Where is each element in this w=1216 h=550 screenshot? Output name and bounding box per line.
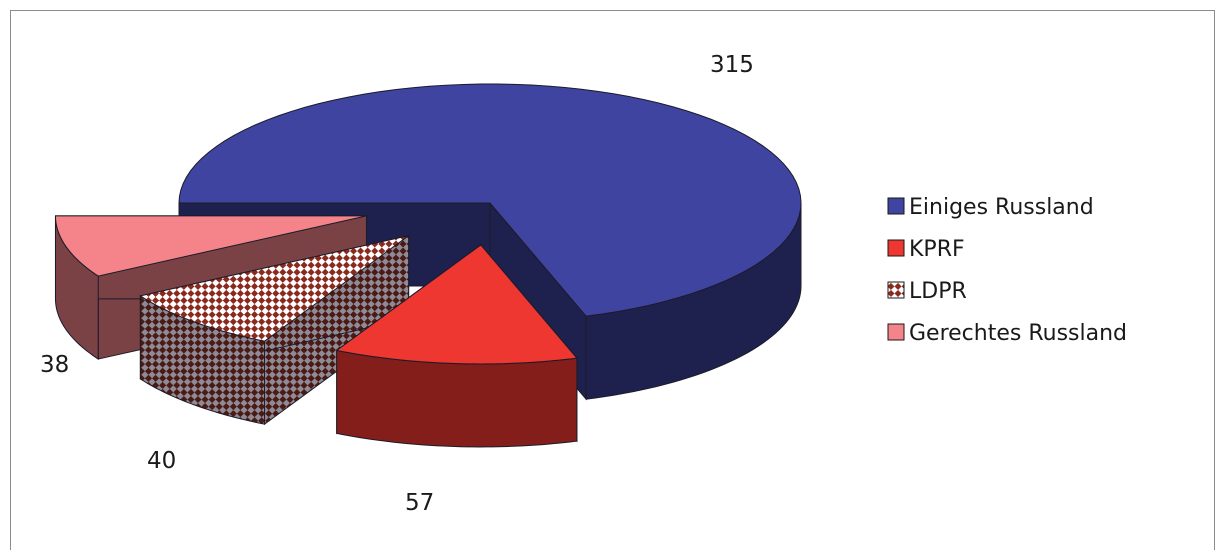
slice-top-kprf [335, 244, 578, 365]
legend-swatch-kprf [887, 239, 905, 257]
legend-swatch-einiges-russland [887, 197, 905, 215]
data-label-gerechtes-russland: 38 [40, 352, 69, 378]
legend-label-ldpr: LDPR [909, 279, 967, 304]
chart-frame [10, 10, 1215, 550]
pie-slices [54, 83, 802, 448]
slice-top-ldpr [139, 235, 409, 342]
slice-side-kprf [336, 349, 578, 448]
legend-item-gerechtes-russland: Gerechtes Russland [887, 321, 1127, 346]
data-labels: 315 57 40 38 [40, 52, 754, 516]
legend-label-einiges-russland: Einiges Russland [909, 195, 1094, 220]
legend-item-ldpr: LDPR [887, 279, 967, 304]
slice-ldpr [139, 234, 410, 426]
data-label-ldpr: 40 [147, 448, 176, 474]
legend-label-gerechtes-russland: Gerechtes Russland [909, 321, 1127, 346]
legend-item-kprf: KPRF [887, 237, 965, 262]
legend-swatch-ldpr [887, 281, 905, 299]
legend: Einiges Russland KPRF LDPR Gerechtes Russla… [887, 195, 1127, 346]
data-label-kprf: 57 [405, 490, 434, 516]
slice-kprf [335, 243, 578, 448]
data-label-einiges-russland: 315 [710, 52, 754, 78]
legend-swatch-gerechtes-russland [887, 323, 905, 341]
slice-top-gerechtes-russland [54, 215, 367, 277]
legend-label-kprf: KPRF [909, 237, 965, 262]
legend-item-einiges-russland: Einiges Russland [887, 195, 1094, 220]
slice-top-einiges-russland [178, 83, 802, 317]
